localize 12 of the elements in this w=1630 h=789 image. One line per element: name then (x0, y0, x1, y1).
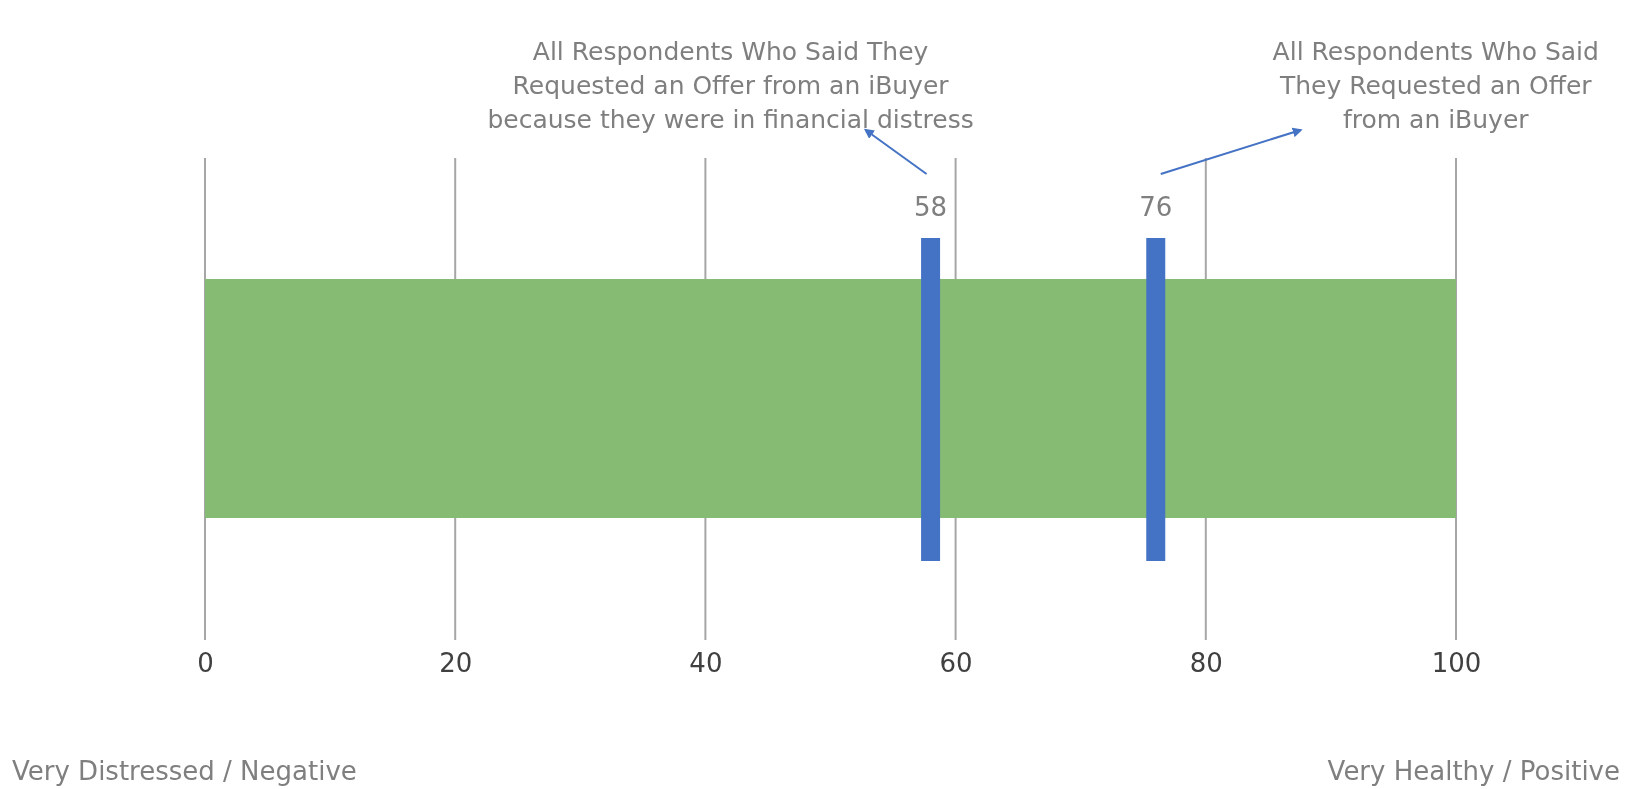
x-tick-label: 80 (1189, 648, 1223, 679)
text: All Respondents Who Said They Requested an Offer from an iBuyer (1272, 37, 1599, 134)
x-tick-label: 40 (689, 648, 723, 679)
ref-line-label: 58 (914, 192, 948, 222)
ref-line-label: 76 (1139, 192, 1173, 222)
text: Very Healthy / Positive (1327, 756, 1620, 786)
text: Very Distressed / Negative (12, 756, 357, 786)
text: All Respondents Who Said They Requested an Offer from an iBuyer because they were in financial distress (487, 37, 974, 134)
x-tick-label: 100 (1431, 648, 1482, 679)
x-tick-label: 0 (197, 648, 214, 679)
x-tick-label: 60 (939, 648, 973, 679)
x-tick-label: 20 (439, 648, 473, 679)
